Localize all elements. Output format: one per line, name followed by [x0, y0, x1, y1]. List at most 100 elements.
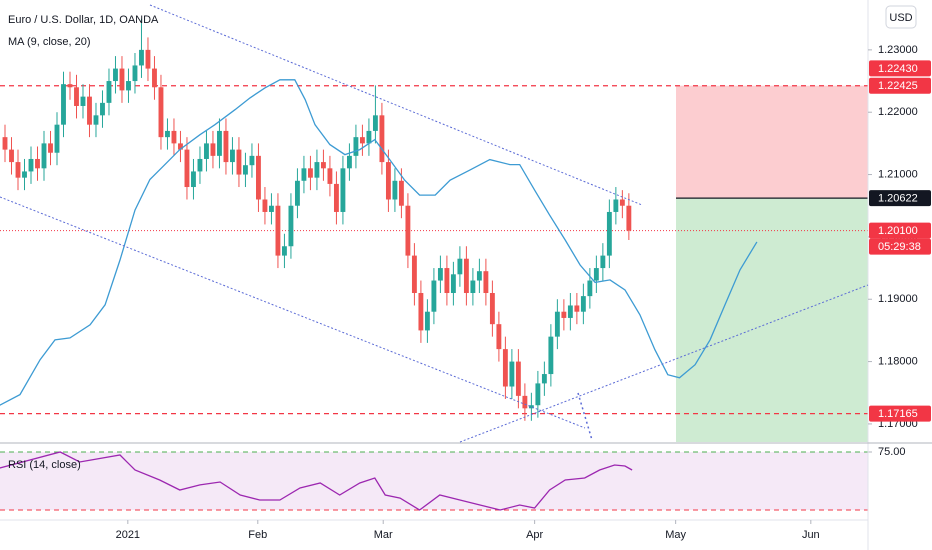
candle-body: [113, 68, 118, 82]
candle-body: [366, 130, 372, 144]
candle-body: [132, 65, 138, 82]
candle-body: [327, 168, 333, 184]
candle-body: [372, 115, 378, 131]
candle-body: [41, 143, 47, 169]
candle-body: [249, 155, 255, 166]
candle-body: [28, 158, 34, 172]
candle-body: [204, 143, 209, 159]
candle-body: [256, 155, 261, 200]
candle-body: [152, 68, 157, 88]
candle-body: [126, 81, 131, 91]
candle-body: [9, 149, 14, 163]
y-tick-label: 1.18000: [878, 355, 918, 367]
candle-body: [463, 258, 469, 294]
candle-body: [35, 158, 40, 169]
candle-body: [346, 155, 352, 169]
candle-body: [626, 205, 632, 231]
candle-body: [450, 274, 456, 294]
candle-body: [385, 162, 391, 200]
candle-body: [145, 49, 151, 69]
candle-body: [489, 293, 495, 325]
price-tag-bg: [869, 405, 931, 422]
y-tick-label: 1.22000: [878, 106, 918, 118]
y-tick-label: 1.19000: [878, 293, 918, 305]
x-tick-label: Mar: [374, 529, 393, 541]
currency-button[interactable]: [885, 5, 917, 29]
candle-body: [470, 280, 476, 294]
price-tag: 1.20622: [878, 193, 918, 205]
candle-body: [2, 137, 8, 150]
candle-body: [275, 205, 281, 256]
candle-body: [554, 311, 560, 337]
candle-body: [457, 258, 463, 275]
candle-body: [320, 162, 326, 169]
trend-line: [459, 284, 869, 443]
countdown-tag: 05:29:38: [878, 241, 921, 253]
price-tag: 1.20100: [878, 225, 918, 237]
candle-body: [522, 395, 528, 409]
candle-body: [606, 211, 612, 256]
candle-body: [359, 137, 365, 144]
price-tag: 1.22430: [878, 63, 918, 75]
candle-body: [178, 143, 183, 150]
ma-legend: MA (9, close, 20): [8, 36, 91, 48]
symbol-title: Euro / U.S. Dollar, 1D, OANDA: [8, 14, 159, 26]
countdown-tag-bg: [869, 238, 931, 255]
candle-body: [243, 165, 248, 175]
price-tag: 1.17165: [878, 408, 918, 420]
candle-body: [509, 361, 515, 387]
candle-body: [119, 68, 125, 91]
candle-body: [587, 280, 593, 297]
trend-line: [149, 4, 643, 206]
candle-body: [217, 130, 222, 156]
candle-body: [314, 162, 320, 178]
rsi-legend: RSI (14, close): [8, 459, 81, 471]
candle-body: [567, 305, 573, 318]
candle-body: [158, 87, 164, 138]
x-tick-label: May: [665, 529, 686, 541]
rsi-band: [0, 452, 868, 510]
candle-body: [574, 305, 580, 312]
rsi-line: [0, 451, 633, 511]
candle-body: [483, 271, 489, 294]
candle-body: [333, 183, 339, 212]
trend-line: [577, 392, 593, 441]
candle-body: [353, 137, 359, 156]
candle-body: [191, 171, 196, 188]
candle-body: [61, 84, 66, 125]
candle-body: [437, 268, 443, 281]
candle-body: [210, 143, 216, 156]
x-tick-label: Feb: [248, 529, 267, 541]
x-tick-label: Jun: [802, 529, 820, 541]
candle-body: [197, 158, 203, 172]
candle-body: [269, 205, 274, 212]
trend-line: [0, 196, 586, 429]
candle-body: [418, 293, 424, 331]
candle-body: [444, 268, 450, 294]
candle-body: [548, 336, 554, 375]
candle-body: [294, 180, 300, 206]
candle-body: [528, 405, 534, 409]
candle-body: [288, 205, 294, 247]
candle-body: [593, 268, 599, 281]
candle-body: [411, 255, 417, 294]
candle-body: [100, 102, 105, 116]
candle-body: [74, 87, 79, 106]
candle-body: [405, 205, 411, 256]
candle-body: [619, 199, 625, 206]
candle-body: [171, 130, 177, 144]
candle-body: [301, 168, 307, 181]
candle-body: [165, 130, 170, 138]
candle-body: [230, 149, 235, 163]
candle-body: [580, 296, 586, 312]
candle-body: [424, 311, 430, 331]
candle-body: [476, 271, 482, 281]
candle-body: [93, 115, 99, 125]
candle-body: [600, 255, 606, 269]
x-tick-label: Apr: [526, 529, 543, 541]
candle-body: [379, 115, 385, 163]
price-pane: [0, 18, 868, 442]
candle-body: [184, 149, 190, 188]
